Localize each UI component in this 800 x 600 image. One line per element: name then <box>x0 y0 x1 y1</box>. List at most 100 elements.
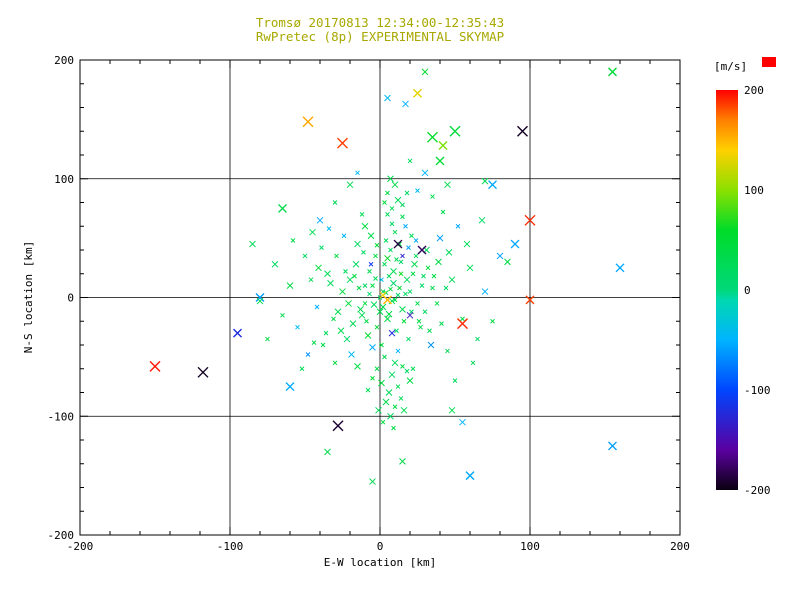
scatter-point <box>395 348 401 354</box>
scatter-point <box>382 398 390 406</box>
scatter-point <box>463 240 471 248</box>
scatter-point <box>413 238 419 243</box>
scatter-point <box>375 406 382 414</box>
scatter-point <box>348 351 355 358</box>
red-marker <box>762 57 776 67</box>
colorbar-tick-label: 200 <box>744 84 764 97</box>
scatter-point <box>331 316 336 322</box>
scatter-point <box>394 196 402 204</box>
scatter-point <box>401 318 407 324</box>
scatter-point <box>382 261 387 267</box>
scatter-point <box>457 318 468 330</box>
scatter-point <box>197 366 209 378</box>
scatter-point <box>608 441 617 451</box>
plot-title-line2: RwPretec (8p) EXPERIMENTAL SKYMAP <box>256 29 504 44</box>
scatter-point <box>379 303 387 311</box>
scatter-point <box>421 169 429 177</box>
scatter-point <box>343 269 348 274</box>
scatter-point <box>374 242 380 248</box>
colorbar-label: [m/s] <box>714 60 747 73</box>
scatter-point <box>445 348 450 354</box>
scatter-point <box>398 396 404 401</box>
x-tick-label: -100 <box>217 540 244 553</box>
y-tick-label: 200 <box>54 54 74 67</box>
colorbar-tick-label: -100 <box>744 384 771 397</box>
scatter-point <box>427 328 432 334</box>
scatter-point <box>362 283 368 288</box>
scatter-point <box>430 194 435 199</box>
scatter-point <box>524 214 536 226</box>
scatter-point <box>504 258 511 266</box>
scatter-point <box>355 170 360 176</box>
scatter-point <box>386 273 392 279</box>
scatter-point <box>392 297 398 303</box>
scatter-point <box>436 234 444 242</box>
scatter-point <box>378 379 385 387</box>
scatter-point <box>376 308 384 316</box>
scatter-point <box>352 260 360 268</box>
scatter-point <box>337 327 345 335</box>
scatter-point <box>352 273 357 279</box>
scatter-point <box>362 301 368 306</box>
scatter-point <box>271 260 279 268</box>
scatter-point <box>314 304 320 310</box>
scatter-point <box>374 366 380 372</box>
scatter-point <box>365 387 371 393</box>
scatter-point <box>364 332 372 339</box>
scatter-point <box>379 291 387 299</box>
scatter-point <box>466 264 474 272</box>
scatter-point <box>385 310 393 318</box>
scatter-point <box>367 232 375 240</box>
scatter-point <box>255 293 265 302</box>
scatter-point <box>415 301 420 306</box>
scatter-point <box>290 238 296 243</box>
scatter-point <box>400 364 405 369</box>
scatter-point <box>400 253 405 259</box>
scatter-point <box>382 354 387 360</box>
scatter-point <box>389 221 395 227</box>
scatter-point <box>357 306 364 313</box>
scatter-point <box>421 273 426 279</box>
scatter-point <box>400 406 408 414</box>
scatter-point <box>364 318 369 324</box>
scatter-point <box>387 175 394 183</box>
scatter-point <box>421 68 429 76</box>
scatter-point <box>413 88 422 98</box>
scatter-point <box>309 228 316 236</box>
scatter-point <box>410 366 416 372</box>
scatter-point <box>387 412 394 420</box>
scatter-point <box>406 336 411 342</box>
scatter-points-layer <box>149 67 625 485</box>
scatter-point <box>354 363 361 370</box>
scatter-point <box>430 285 435 291</box>
scatter-point <box>302 116 314 128</box>
scatter-point <box>345 300 352 307</box>
scatter-point <box>390 279 397 287</box>
scatter-point <box>299 366 305 372</box>
scatter-point <box>319 245 324 250</box>
scatter-point <box>370 283 375 288</box>
scatter-point <box>400 202 405 208</box>
x-tick-label: 100 <box>520 540 540 553</box>
scatter-point <box>388 329 396 337</box>
scatter-point <box>459 418 466 426</box>
scatter-point <box>465 471 475 481</box>
x-tick-label: -200 <box>67 540 94 553</box>
scatter-point <box>369 344 376 351</box>
scatter-point <box>392 404 398 410</box>
scatter-point <box>422 309 428 315</box>
scatter-point <box>385 212 390 217</box>
y-tick-label: 0 <box>67 292 74 305</box>
scatter-point <box>332 200 338 205</box>
scatter-point <box>448 276 456 284</box>
scatter-point <box>302 253 308 259</box>
scatter-point <box>334 253 339 259</box>
scatter-point <box>399 306 406 313</box>
scatter-point <box>425 265 431 271</box>
scatter-point <box>393 239 403 249</box>
scatter-point <box>435 156 445 166</box>
scatter-point <box>356 285 362 291</box>
scatter-point <box>308 277 314 283</box>
scatter-point <box>370 301 378 308</box>
